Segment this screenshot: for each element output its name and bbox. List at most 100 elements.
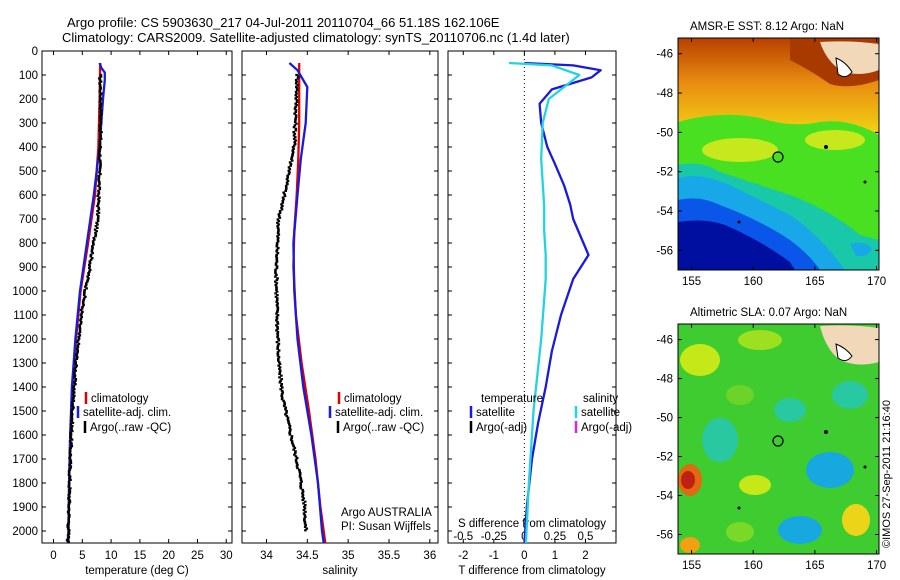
map-sst-image bbox=[678, 38, 879, 270]
map-sst-axes: -46 -48 -50 -52 -54 -56 155 160 165 170 bbox=[656, 38, 886, 288]
map-x-tick-label: 155 bbox=[682, 560, 701, 572]
legend-label-climatology: climatology bbox=[344, 393, 402, 405]
x-axis-label: T difference from climatology bbox=[458, 565, 605, 577]
x-tick-label: 2 bbox=[582, 550, 588, 562]
x-tick-label-top: -0.25 bbox=[481, 531, 507, 543]
y-tick-label: 1200 bbox=[12, 334, 38, 346]
map-y-tick-label: -48 bbox=[656, 88, 673, 100]
x-axis-label-top: S difference from climatology bbox=[458, 518, 606, 530]
y-tick-label: 2000 bbox=[12, 526, 38, 538]
map-y-tick-label: -48 bbox=[656, 374, 673, 386]
legend-label-salinity-argo: Argo(-adj) bbox=[581, 422, 632, 434]
y-tick-label: 400 bbox=[19, 142, 38, 154]
map-sla-axes: -46 -48 -50 -52 -54 -56 155 160 165 170 bbox=[656, 324, 886, 572]
x-tick-label: 10 bbox=[105, 550, 118, 562]
figure-title-line2: Climatology: CARS2009. Satellite-adjuste… bbox=[62, 30, 570, 45]
x-axis-label: salinity bbox=[322, 565, 357, 577]
map-x-tick-label: 160 bbox=[744, 560, 763, 572]
plot-frame bbox=[241, 50, 439, 544]
y-tick-label: 1300 bbox=[12, 358, 38, 370]
map-y-tick-label: -56 bbox=[656, 530, 673, 542]
map-x-tick-label: 170 bbox=[867, 560, 886, 572]
y-tick-label: 200 bbox=[19, 94, 38, 106]
series-satellite-adj-clim bbox=[288, 62, 325, 544]
difference-legend: temperature salinity satellite Argo(-adj… bbox=[469, 393, 632, 434]
y-tick-label: 1800 bbox=[12, 478, 38, 490]
x-tick-label: -2 bbox=[458, 550, 468, 562]
difference-profile-panel: -2 -1 0 1 2 T difference from climatology S di… bbox=[447, 50, 617, 577]
y-tick-label: 1000 bbox=[12, 286, 38, 298]
x-tick-label: 34 bbox=[260, 550, 273, 562]
y-tick-label: 600 bbox=[19, 190, 38, 202]
x-tick-label: 15 bbox=[133, 550, 146, 562]
map-y-tick-label: -56 bbox=[656, 245, 673, 257]
map-y-tick-label: -46 bbox=[656, 49, 673, 61]
map-y-tick-label: -50 bbox=[656, 127, 673, 139]
map-x-tick-label: 155 bbox=[682, 276, 701, 288]
y-tick-label: 1500 bbox=[12, 406, 38, 418]
x-tick-label: 25 bbox=[191, 550, 204, 562]
legend-header-temperature: temperature bbox=[481, 393, 543, 405]
x-tick-label: 20 bbox=[162, 550, 175, 562]
x-tick-label-top: 0.5 bbox=[577, 531, 593, 543]
series-argo-profile bbox=[274, 73, 309, 532]
map-sla-frame bbox=[677, 323, 880, 555]
x-axis-label: temperature (deg C) bbox=[85, 565, 189, 577]
series-salinity-satellite bbox=[509, 61, 581, 544]
legend-label-argo: Argo(..raw -QC) bbox=[90, 422, 171, 434]
map-x-tick-label: 165 bbox=[805, 276, 824, 288]
temperature-profile-panel: 0100200300400500600700800900100011001200… bbox=[12, 46, 232, 577]
legend-label-climatology: climatology bbox=[91, 393, 149, 405]
salinity-legend: climatology satellite-adj. clim. Argo(..… bbox=[328, 392, 424, 434]
salinity-profile-panel: 34 34.5 35 35.5 36 salinity bbox=[241, 50, 439, 577]
series-climatology bbox=[292, 63, 327, 544]
plot-frame bbox=[41, 50, 233, 544]
x-tick-label: 0 bbox=[50, 550, 56, 562]
x-tick-label: 35 bbox=[342, 550, 355, 562]
map-y-tick-label: -52 bbox=[656, 167, 673, 179]
map-x-tick-label: 160 bbox=[744, 276, 763, 288]
y-tick-label: 1100 bbox=[13, 310, 38, 322]
map-y-tick-label: -52 bbox=[656, 452, 673, 464]
map-sst-argo-location-marker bbox=[772, 151, 784, 163]
series-satellite-adj-clim bbox=[67, 62, 106, 543]
y-tick-label: 800 bbox=[19, 238, 38, 250]
legend-label-temperature-argo: Argo(-adj) bbox=[476, 422, 527, 434]
legend-header-salinity: salinity bbox=[583, 393, 618, 405]
plot-frame bbox=[447, 50, 617, 544]
y-tick-label: 1400 bbox=[12, 382, 38, 394]
map-sla-image bbox=[678, 324, 879, 554]
series-temperature-satellite bbox=[523, 61, 602, 544]
map-y-tick-label: -54 bbox=[656, 491, 673, 503]
y-tick-label: 900 bbox=[19, 262, 38, 274]
legend-label-satellite: satellite-adj. clim. bbox=[83, 407, 171, 419]
y-tick-label: 700 bbox=[19, 214, 38, 226]
map-x-tick-label: 170 bbox=[867, 276, 886, 288]
series-argo-profile bbox=[65, 73, 103, 544]
legend-label-salinity-satellite: satellite bbox=[581, 407, 620, 419]
legend-label-temperature-satellite: satellite bbox=[476, 407, 515, 419]
y-tick-label: 0 bbox=[32, 46, 38, 58]
map-y-tick-label: -46 bbox=[656, 335, 673, 347]
map-sla-argo-location-marker bbox=[772, 435, 784, 447]
map-y-tick-label: -54 bbox=[656, 206, 673, 218]
x-tick-label-top: 0.25 bbox=[544, 531, 566, 543]
figure-title-line1: Argo profile: CS 5903630_217 04-Jul-2011… bbox=[67, 15, 500, 30]
y-tick-label: 500 bbox=[19, 166, 38, 178]
x-tick-label: 30 bbox=[220, 550, 233, 562]
map-sst-title: AMSR-E SST: 8.12 Argo: NaN bbox=[690, 21, 844, 33]
map-x-tick-label: 165 bbox=[805, 560, 824, 572]
x-tick-label: 0 bbox=[521, 550, 527, 562]
x-tick-label-top: -0.5 bbox=[453, 531, 473, 543]
imos-credit: ©IMOS 27-Sep-2011 21:16:40 bbox=[881, 400, 893, 548]
x-tick-label: 35.5 bbox=[378, 550, 400, 562]
map-y-tick-label: -50 bbox=[656, 413, 673, 425]
x-tick-label: 5 bbox=[79, 550, 85, 562]
legend-label-argo: Argo(..raw -QC) bbox=[343, 422, 424, 434]
y-tick-label: 1600 bbox=[12, 430, 38, 442]
x-tick-label: 34.5 bbox=[296, 550, 318, 562]
y-tick-label: 100 bbox=[19, 70, 38, 82]
x-tick-label: 36 bbox=[423, 550, 436, 562]
temperature-legend: climatology satellite-adj. clim. Argo(..… bbox=[76, 392, 171, 434]
